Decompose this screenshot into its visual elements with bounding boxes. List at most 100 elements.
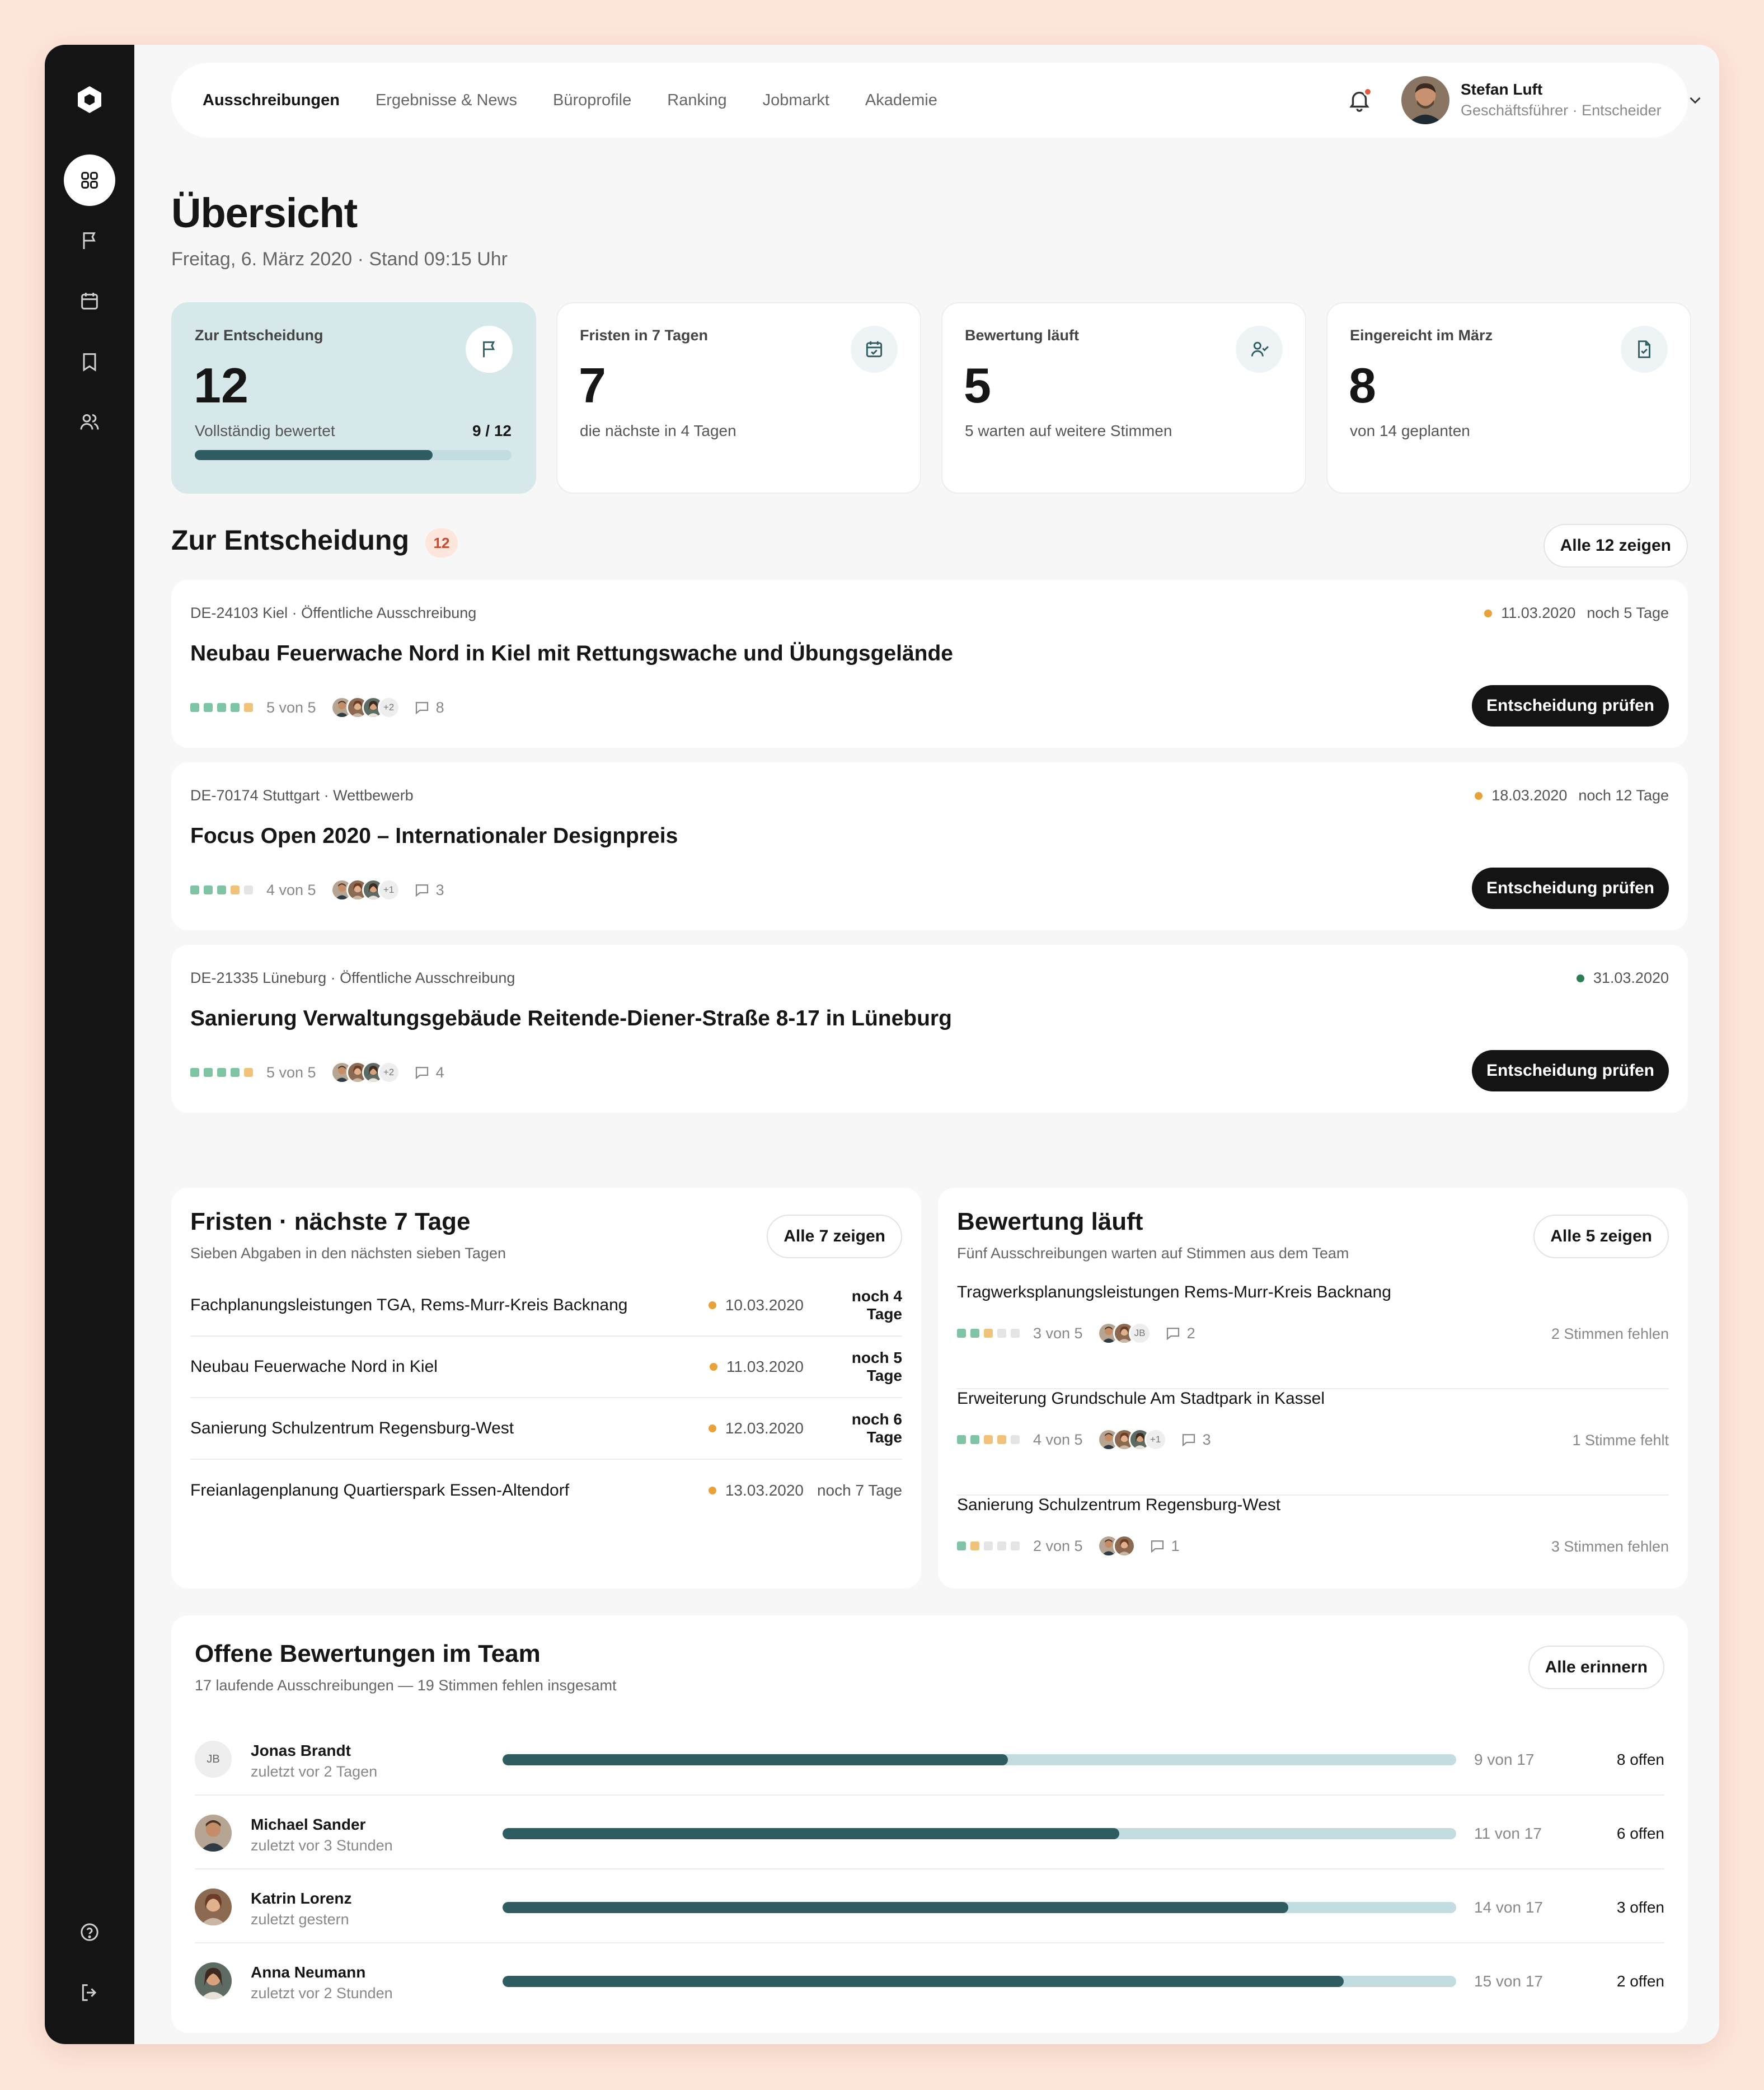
status-dot (708, 1487, 716, 1494)
comment-count-value: 1 (1171, 1537, 1180, 1554)
member-open: 2 offen (1616, 1972, 1664, 1990)
review-decision-button[interactable]: Entscheidung prüfen (1472, 1050, 1669, 1091)
rating-square (1011, 1541, 1020, 1550)
sidebar-item-team[interactable] (64, 396, 115, 448)
rating-squares (190, 703, 257, 712)
rating-score: 5 von 5 (266, 1063, 316, 1081)
show-all-evaluation-button[interactable]: Alle 5 zeigen (1533, 1215, 1669, 1258)
deadline-info: 11.03.2020 noch 5 Tage (1484, 604, 1669, 622)
evaluation-stats: 2 von 5 1 (957, 1535, 1180, 1557)
deadlines-panel: Fristen · nächste 7 Tage Sieben Abgaben … (171, 1188, 921, 1588)
tender-meta: DE-24103 Kiel · Öffentliche Ausschreibun… (190, 604, 477, 621)
nav-item[interactable]: Ranking (667, 91, 727, 109)
status-dot (709, 1363, 717, 1371)
show-all-deadlines-button[interactable]: Alle 7 zeigen (767, 1215, 902, 1258)
status-dot (708, 1301, 716, 1309)
reviewer-avatars[interactable] (1097, 1535, 1136, 1557)
deadline-row[interactable]: Fachplanungsleistungen TGA, Rems-Murr-Kr… (190, 1275, 902, 1337)
sidebar-item-logout[interactable] (64, 1967, 115, 2018)
kpi-card-evaluation[interactable]: Bewertung läuft 5 5 warten auf weitere S… (941, 302, 1306, 494)
deadline-row[interactable]: Neubau Feuerwache Nord in Kiel 11.03.2020… (190, 1337, 902, 1398)
kpi-card-decision[interactable]: Zur Entscheidung 12 Vollständig bewertet… (171, 302, 536, 494)
nav-item[interactable]: Ergebnisse & News (375, 91, 517, 109)
review-decision-button[interactable]: Entscheidung prüfen (1472, 685, 1669, 727)
comment-icon (1182, 1434, 1195, 1447)
rating-score: 3 von 5 (1033, 1324, 1083, 1342)
reviewer-avatars[interactable]: +2 (330, 696, 400, 719)
rating-square (204, 703, 213, 712)
missing-votes: 3 Stimmen fehlen (1551, 1538, 1669, 1555)
remind-all-button[interactable]: Alle erinnern (1528, 1646, 1664, 1689)
days-remaining: noch 5 Tage (851, 1349, 902, 1384)
user-avatar[interactable] (1401, 76, 1449, 124)
nav-item[interactable]: Ausschreibungen (203, 91, 340, 109)
tender-card[interactable]: DE-21335 Lüneburg · Öffentliche Ausschre… (171, 945, 1688, 1113)
comment-count[interactable]: 1 (1149, 1538, 1180, 1555)
deadline-name: Fachplanungsleistungen TGA, Rems-Murr-Kr… (190, 1296, 628, 1314)
member-open: 8 offen (1616, 1751, 1664, 1768)
show-all-decisions-button[interactable]: Alle 12 zeigen (1543, 524, 1688, 568)
days-remaining: noch 6 Tage (851, 1410, 902, 1446)
team-member-row[interactable]: Katrin Lorenz zuletzt gestern 14 von 17 3 o… (195, 1869, 1664, 1943)
nav-item[interactable]: Büroprofile (553, 91, 632, 109)
sidebar-item-bookmarks[interactable] (64, 336, 115, 387)
chevron-down-icon[interactable] (1686, 91, 1705, 110)
comment-count[interactable]: 3 (414, 882, 444, 899)
sidebar-item-decisions[interactable] (64, 215, 115, 266)
calendar-icon (81, 293, 98, 310)
team-panel: Offene Bewertungen im Team 17 laufende A… (171, 1615, 1688, 2033)
nav-item[interactable]: Akademie (865, 91, 937, 109)
comment-count[interactable]: 4 (414, 1064, 444, 1081)
deadline-date: 11.03.2020 (709, 1358, 804, 1376)
users-icon (80, 414, 99, 430)
tender-title[interactable]: Neubau Feuerwache Nord in Kiel mit Rettu… (190, 641, 954, 666)
reviewer-avatars[interactable]: +1 (330, 879, 400, 901)
reviewer-avatars[interactable]: JB (1097, 1322, 1151, 1344)
reviewer-avatars[interactable]: +1 (1097, 1428, 1167, 1451)
tender-title[interactable]: Sanierung Verwaltungsgebäude Reitende-Di… (190, 1006, 952, 1030)
deadline-row[interactable]: Sanierung Schulzentrum Regensburg-West 12… (190, 1398, 902, 1460)
rating-square (244, 885, 253, 894)
rating-square (231, 1068, 240, 1077)
panel-title: Fristen · nächste 7 Tage (190, 1208, 471, 1235)
rating-square (970, 1329, 979, 1338)
team-member-row[interactable]: Anna Neumann zuletzt vor 2 Stunden 15 von … (195, 1943, 1664, 2017)
kpi-value: 12 (194, 358, 248, 413)
sidebar-item-calendar[interactable] (64, 275, 115, 327)
member-progress-bar (503, 1754, 1456, 1765)
tender-card[interactable]: DE-24103 Kiel · Öffentliche Ausschreibun… (171, 580, 1688, 748)
tender-title[interactable]: Focus Open 2020 – Internationaler Design… (190, 824, 678, 848)
notifications-button[interactable] (1347, 87, 1372, 113)
team-member-row[interactable]: JB Jonas Brandt zuletzt vor 2 Tagen 9 von 1… (195, 1722, 1664, 1796)
comment-count[interactable]: 8 (414, 699, 444, 716)
evaluation-row[interactable]: Erweiterung Grundschule Am Stadtpark in … (957, 1389, 1669, 1496)
comment-count-value: 8 (435, 699, 444, 716)
team-member-row[interactable]: Michael Sander zuletzt vor 3 Stunden 11 vo… (195, 1796, 1664, 1869)
rating-square (997, 1329, 1006, 1338)
sidebar-item-dashboard[interactable] (64, 154, 115, 206)
logo-icon[interactable] (73, 83, 106, 116)
reviewer-avatars[interactable]: +2 (330, 1061, 400, 1084)
deadline-row[interactable]: Freianlagenplanung Quartierspark Essen-A… (190, 1460, 902, 1521)
sidebar (45, 45, 134, 2044)
flag-icon (83, 232, 96, 249)
rating-score: 5 von 5 (266, 699, 316, 716)
comment-count[interactable]: 3 (1180, 1431, 1211, 1449)
tender-meta: DE-21335 Lüneburg · Öffentliche Ausschre… (190, 969, 515, 986)
more-reviewers-badge: +1 (1144, 1428, 1167, 1451)
sidebar-item-help[interactable] (64, 1906, 115, 1958)
kpi-card-submitted[interactable]: Eingereicht im März 8 von 14 geplanten (1326, 302, 1691, 494)
top-navigation: Ausschreibungen Ergebnisse & News Büroprof… (171, 63, 1701, 138)
rating-square (244, 703, 253, 712)
nav-item[interactable]: Jobmarkt (762, 91, 829, 109)
review-decision-button[interactable]: Entscheidung prüfen (1472, 868, 1669, 909)
deadline-name: Sanierung Schulzentrum Regensburg-West (190, 1419, 514, 1437)
evaluation-row[interactable]: Sanierung Schulzentrum Regensburg-West 2 … (957, 1496, 1669, 1602)
member-progress-fill (503, 1828, 1120, 1839)
reviewer-initials: JB (1128, 1322, 1151, 1344)
rating-square (970, 1435, 979, 1444)
evaluation-row[interactable]: Tragwerksplanungsleistungen Rems-Murr-Kr… (957, 1283, 1669, 1389)
comment-count[interactable]: 2 (1165, 1325, 1195, 1342)
kpi-card-deadlines[interactable]: Fristen in 7 Tagen 7 die nächste in 4 Ta… (556, 302, 921, 494)
tender-card[interactable]: DE-70174 Stuttgart · Wettbewerb 18.03.202… (171, 762, 1688, 930)
